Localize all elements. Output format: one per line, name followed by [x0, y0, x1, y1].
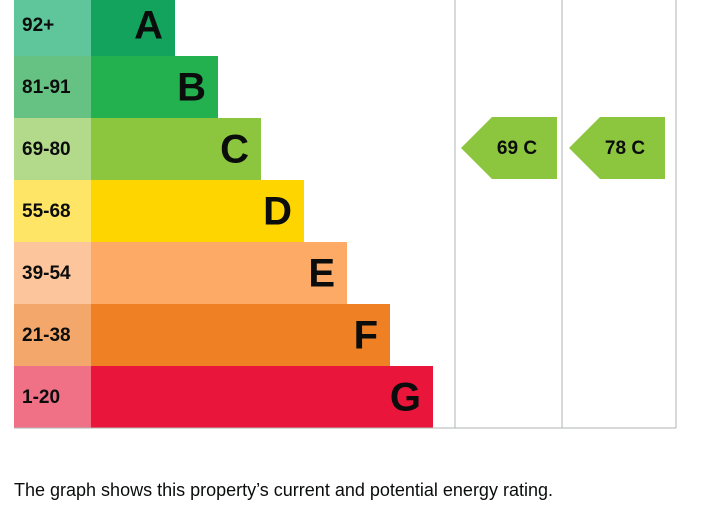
bands: 92+ A 81-91 B 69-80 C 55-68 D 39-54 E 21-38 F 1-20 G [14, 0, 433, 428]
band-bar [91, 366, 433, 428]
band-bar [91, 118, 261, 180]
band-bar [91, 242, 347, 304]
caption: The graph shows this property’s current … [14, 480, 553, 500]
band-range: 92+ [22, 15, 54, 36]
band-letter: C [220, 128, 249, 172]
range-cell [14, 242, 91, 304]
band-range: 81-91 [22, 77, 71, 98]
band-bar [91, 56, 218, 118]
potential-rating: 78 C [605, 138, 645, 159]
band-range: 39-54 [22, 263, 71, 284]
band-letter: F [354, 314, 378, 358]
band-letter: E [308, 252, 335, 296]
band-range: 55-68 [22, 201, 71, 222]
band-letter: B [177, 66, 206, 110]
band-letter: A [134, 4, 163, 48]
range-cell [14, 118, 91, 180]
range-cell [14, 0, 91, 56]
band-bar [91, 304, 390, 366]
band-letter: D [263, 190, 292, 234]
current-rating: 69 C [497, 138, 537, 159]
band-bar [91, 0, 175, 56]
band-letter: G [390, 376, 421, 420]
band-range: 1-20 [22, 387, 60, 408]
band-bar [91, 180, 304, 242]
range-cell [14, 180, 91, 242]
band-range: 69-80 [22, 139, 71, 160]
current-arrow [461, 117, 557, 179]
range-cell [14, 366, 91, 428]
range-cell [14, 304, 91, 366]
range-cell [14, 56, 91, 118]
band-range: 21-38 [22, 325, 71, 346]
potential-arrow [569, 117, 665, 179]
